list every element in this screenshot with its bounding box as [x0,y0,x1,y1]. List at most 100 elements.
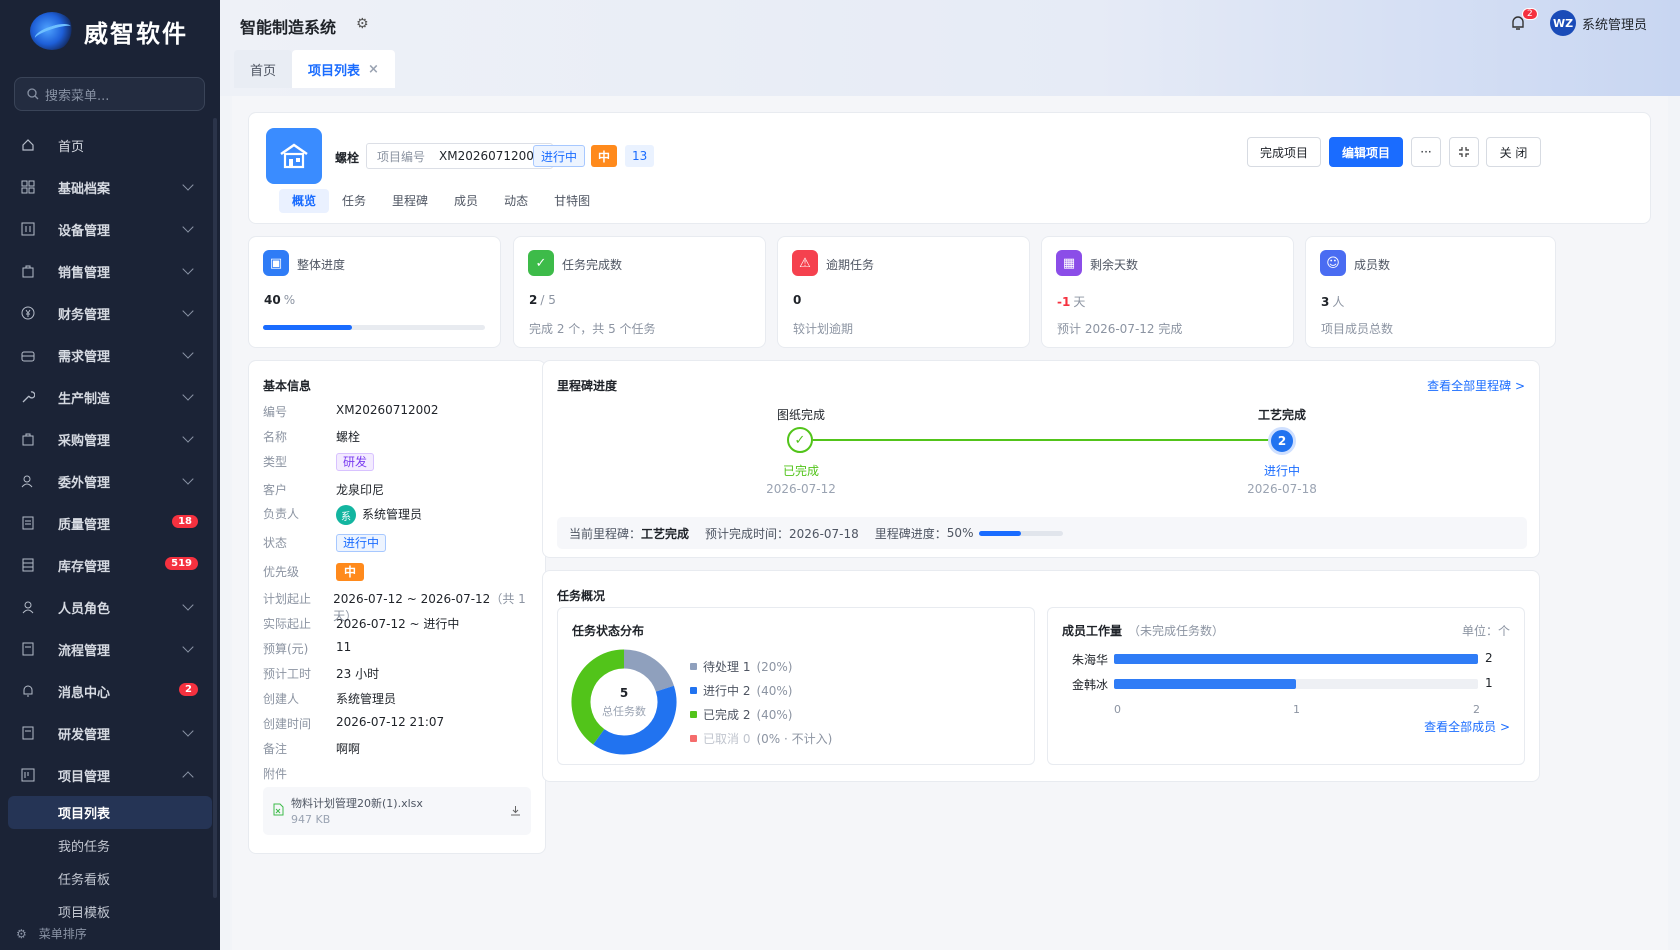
milestone-date: 2026-07-12 [766,482,836,496]
view-all-milestones-link[interactable]: 查看全部里程碑 > [1427,379,1525,393]
info-row: 客户 龙泉印尼 [263,483,385,497]
chart-icon: ▣ [263,250,289,276]
download-icon[interactable] [510,805,521,816]
messages-badge: 2 [179,683,198,696]
info-row: 编号 XM20260712002 [263,403,439,419]
tab-project-list[interactable]: 项目列表 × [292,50,395,88]
sidebar-item-production[interactable]: 生产制造 [0,376,220,418]
search-icon [27,88,39,100]
sidebar-item-purchase[interactable]: 采购管理 [0,418,220,460]
subtab-members[interactable]: 成员 [454,194,479,208]
stat-value: 40% [264,293,296,307]
axis-tick: 1 [1293,703,1300,716]
sidebar-item-project[interactable]: 项目管理 [0,754,220,796]
sidebar-item-basic[interactable]: 基础档案 [0,166,220,208]
project-icon [20,767,36,783]
milestone-current-node[interactable]: 2 [1268,427,1296,455]
sidebar-item-quality[interactable]: 质量管理 18 [0,502,220,544]
system-title: 智能制造系统 [240,18,337,37]
stat-label: 剩余天数 [1090,258,1139,272]
sidebar-item-label: 生产制造 [58,391,111,407]
tab-label: 项目列表 [308,63,361,79]
tab-home[interactable]: 首页 [234,50,293,88]
subcard-subtitle: （未完成任务数） [1128,624,1225,638]
sidebar-item-demand[interactable]: 需求管理 [0,334,220,376]
menu-sort-button[interactable]: ⚙ 菜单排序 [16,925,87,942]
warning-icon: ⚠ [792,250,818,276]
milestone-connector [813,439,1281,441]
calendar-icon: ▦ [1056,250,1082,276]
avatar: 系 [336,505,356,525]
stat-label: 逾期任务 [826,258,875,272]
edit-project-button[interactable]: 编辑项目 [1329,137,1403,167]
bell-icon [20,683,36,699]
sidebar: 威智软件 搜索菜单... 首页 基础档案 设备管理 销售管理 财务管理 需求管理… [0,0,220,950]
lab-icon [20,725,36,741]
sidebar-item-label: 基础档案 [58,181,111,197]
subtab-overview[interactable]: 概览 [279,189,330,213]
unit-label: 单位：个 [1461,624,1510,638]
info-row: 实际起止 2026-07-12 ~ 进行中 [263,617,460,631]
complete-project-button[interactable]: 完成项目 [1247,137,1321,167]
subtab-tasks[interactable]: 任务 [342,194,367,208]
sidebar-item-finance[interactable]: 财务管理 [0,292,220,334]
notification-button[interactable]: 2 [1510,8,1538,36]
sidebar-item-label: 人员角色 [58,601,111,617]
task-donut-chart [571,649,677,755]
brand-logo[interactable]: 威智软件 [30,12,188,50]
sidebar-scrollbar[interactable] [213,118,217,898]
chevron-down-icon [182,473,194,485]
sidebar-item-stock[interactable]: 库存管理 519 [0,544,220,586]
view-all-members-link[interactable]: 查看全部成员 > [1424,720,1510,734]
attachment-name: 物料计划管理20新(1).xlsx [291,797,423,810]
chevron-down-icon [182,179,194,191]
gear-icon: ⚙ [16,926,27,941]
sidebar-sub-templates[interactable]: 项目模板 [58,906,111,921]
attachment-size: 947 KB [291,813,331,826]
subtab-gantt[interactable]: 甘特图 [554,194,591,208]
sidebar-item-home[interactable]: 首页 [0,124,220,166]
attachment-item[interactable]: 物料计划管理20新(1).xlsx 947 KB [263,787,531,835]
user-menu[interactable]: WZ 系统管理员 [1550,10,1647,36]
sidebar-item-label: 销售管理 [58,265,111,281]
more-button[interactable]: ··· [1411,137,1441,167]
info-row: 创建人 系统管理员 [263,692,397,706]
chevron-down-icon [182,347,194,359]
sidebar-item-roles[interactable]: 人员角色 [0,586,220,628]
sidebar-item-label: 流程管理 [58,643,111,659]
menu-search-input[interactable]: 搜索菜单... [14,77,205,111]
legend-item: 已完成 2 (40%) [690,706,793,723]
project-subtabs: 概览 任务 里程碑 成员 动态 甘特图 [279,189,603,213]
sidebar-item-rnd[interactable]: 研发管理 [0,712,220,754]
sidebar-sub-task-board[interactable]: 任务看板 [58,873,111,888]
home-icon [20,137,36,153]
sidebar-item-messages[interactable]: 消息中心 2 [0,670,220,712]
close-button[interactable]: 关 闭 [1486,137,1541,167]
sidebar-sub-project-list[interactable]: 项目列表 [8,796,212,829]
workload-bar [1114,679,1478,689]
notification-badge: 2 [1522,8,1538,20]
search-placeholder: 搜索菜单... [45,88,110,104]
sidebar-item-outsource[interactable]: 委外管理 [0,460,220,502]
info-row: 预算(元) 11 [263,640,352,656]
task-status-distribution: 任务状态分布 5 总任务数 待处理 1 (20%) 进行中 2 (40%) 已完成 … [557,607,1035,765]
chevron-down-icon [182,389,194,401]
milestone-done-node[interactable]: ✓ [787,427,813,453]
stat-value: 0 [793,293,802,307]
info-row: 负责人系系统管理员 [263,505,422,525]
sidebar-item-device[interactable]: 设备管理 [0,208,220,250]
sidebar-item-sales[interactable]: 销售管理 [0,250,220,292]
stat-label: 任务完成数 [562,258,623,272]
milestone-card: 里程碑进度 查看全部里程碑 > 图纸完成 ✓ 已完成 2026-07-12 工艺… [542,360,1540,558]
close-icon[interactable]: × [368,61,379,77]
sidebar-item-label: 设备管理 [58,223,111,239]
subtab-milestones[interactable]: 里程碑 [392,194,429,208]
subtab-activity[interactable]: 动态 [504,194,529,208]
collapse-button[interactable] [1449,137,1479,167]
sidebar-item-flow[interactable]: 流程管理 [0,628,220,670]
sidebar-sub-my-tasks[interactable]: 我的任务 [58,840,111,855]
project-header-card: 螺栓 项目编号 XM20260712002 进行中 中 13 概览 任务 里程碑… [248,112,1651,224]
stat-label: 成员数 [1354,258,1391,272]
cart-icon [20,431,36,447]
android-icon[interactable]: ⚙ [356,16,369,32]
